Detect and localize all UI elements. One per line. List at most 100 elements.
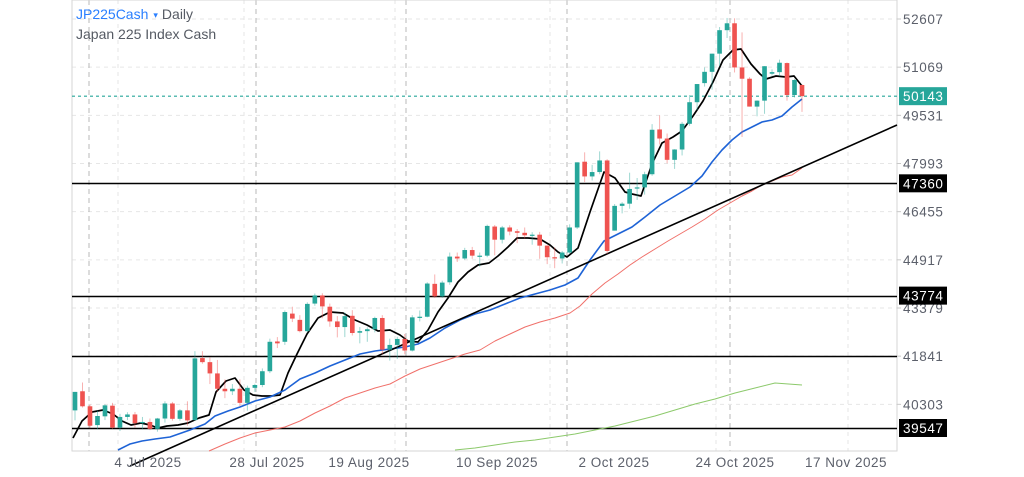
candle — [132, 411, 138, 428]
trendline[interactable] — [129, 124, 898, 467]
candle — [477, 252, 483, 267]
candle — [567, 224, 572, 255]
candle — [387, 338, 393, 361]
level-price-badge[interactable] — [899, 286, 947, 305]
price-tick-label: 46455 — [903, 205, 944, 220]
candle — [694, 84, 700, 111]
trendline[interactable] — [129, 124, 898, 467]
horizontal-levels[interactable] — [72, 182, 897, 430]
timeframe-label: Daily — [161, 6, 194, 22]
candle — [290, 306, 295, 323]
candle — [312, 293, 318, 306]
candle — [762, 66, 767, 114]
candle — [769, 69, 775, 76]
candle — [125, 412, 130, 421]
candle — [664, 133, 670, 164]
candle — [364, 327, 370, 342]
date-tick-label: 24 Oct 2025 — [695, 455, 774, 470]
candle — [657, 115, 662, 145]
candle — [529, 232, 535, 245]
price-badge-text: 47360 — [903, 176, 944, 191]
candle — [185, 401, 190, 426]
date-separator-lines — [88, 0, 731, 451]
candle — [634, 177, 640, 200]
candle — [514, 229, 520, 244]
time-axis[interactable]: 4 Jul 2025 28 Jul 2025 19 Aug 2025 10 Sep 2… — [114, 455, 887, 470]
price-tick-label: 43379 — [903, 301, 944, 316]
current-price-badge[interactable] — [899, 87, 947, 106]
candle — [522, 227, 528, 239]
level-price-badge[interactable] — [899, 419, 947, 437]
instrument-description: Japan 225 Index Cash — [76, 26, 217, 42]
candle — [589, 164, 595, 181]
candle — [394, 336, 400, 360]
candle — [282, 310, 288, 345]
price-tick-label: 47993 — [903, 156, 944, 171]
price-tick-label: 44917 — [903, 253, 944, 268]
candle — [222, 379, 228, 399]
candle — [110, 402, 115, 429]
candle — [117, 413, 123, 432]
candle — [372, 316, 378, 333]
candle — [574, 162, 580, 230]
candle — [724, 17, 730, 39]
candle — [747, 77, 752, 107]
moving-average-line — [72, 48, 803, 439]
date-tick-label: 4 Jul 2025 — [114, 455, 181, 470]
candle — [597, 151, 602, 175]
candle — [379, 315, 385, 355]
candle — [739, 32, 745, 137]
candle — [147, 418, 153, 431]
candle — [702, 67, 707, 87]
date-tick-label: 17 Nov 2025 — [805, 455, 887, 470]
candle — [402, 333, 408, 355]
candle — [439, 280, 445, 298]
candle — [170, 401, 175, 421]
candle — [484, 224, 490, 258]
candle — [687, 95, 692, 126]
candle — [777, 59, 782, 77]
level-price-badge[interactable] — [899, 174, 947, 193]
candle — [417, 310, 423, 322]
price-tick-label: 51069 — [903, 60, 944, 75]
candle — [552, 247, 557, 269]
candle — [155, 417, 160, 432]
candle — [754, 100, 760, 117]
price-tick-label: 49531 — [903, 108, 944, 123]
date-tick-label: 2 Oct 2025 — [578, 455, 649, 470]
candle — [649, 124, 655, 176]
date-tick-label: 19 Aug 2025 — [328, 455, 409, 470]
candle — [140, 416, 145, 430]
candle — [784, 62, 790, 101]
price-badge-text: 39547 — [903, 421, 944, 436]
candle — [215, 359, 220, 392]
moving-average-line — [454, 382, 803, 451]
symbol-dropdown-icon[interactable]: ▾ — [153, 10, 158, 20]
plot-border — [71, 0, 898, 452]
candle — [252, 383, 258, 392]
candle — [499, 225, 505, 244]
candle — [237, 379, 243, 406]
candle — [342, 312, 348, 338]
symbol-name[interactable]: JP225Cash — [76, 6, 149, 22]
candle — [357, 327, 363, 344]
candle — [732, 18, 737, 73]
candle — [327, 303, 333, 327]
price-badge-text: 50143 — [903, 89, 944, 104]
price-axis[interactable]: 52607 51069 49531 47993 46455 44917 43379 41841… — [897, 12, 947, 437]
candle — [672, 149, 677, 169]
candle — [469, 246, 475, 259]
candle — [492, 224, 498, 256]
candle — [559, 250, 565, 264]
price-badge-text: 43774 — [903, 289, 944, 304]
candle — [799, 84, 805, 112]
moving-averages — [72, 48, 803, 452]
candle — [537, 231, 543, 259]
candle — [245, 385, 250, 411]
candle — [200, 351, 205, 364]
candle — [275, 337, 280, 349]
candle — [260, 368, 265, 388]
candle — [544, 245, 550, 265]
